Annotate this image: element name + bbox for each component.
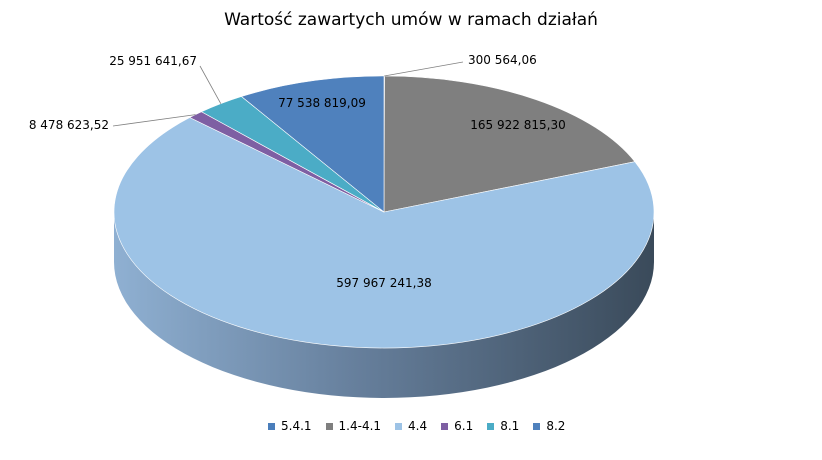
chart-title: Wartość zawartych umów w ramach działań <box>224 10 598 30</box>
legend-label: 1.4-4.1 <box>338 419 382 433</box>
pie-slice-4-4 <box>113 117 655 349</box>
leader-line-6-1 <box>112 114 196 127</box>
legend-label: 6.1 <box>454 419 474 433</box>
data-label-5-4-1: 300 564,06 <box>468 53 537 67</box>
pie-side <box>114 212 654 398</box>
data-label-1-4-4-1: 165 922 815,30 <box>470 118 565 132</box>
legend-swatch <box>395 422 403 430</box>
pie-slice-8-2 <box>240 75 385 213</box>
legend-label: 5.4.1 <box>281 419 312 433</box>
legend-item-4-4: 4.4 <box>395 419 427 433</box>
legend-item-1-4-4-1: 1.4-4.1 <box>325 419 382 433</box>
legend-item-5-4-1: 5.4.1 <box>268 419 312 433</box>
leader-line-8-1 <box>199 65 222 104</box>
legend-item-8-2: 8.2 <box>533 419 565 433</box>
data-label-6-1: 8 478 623,52 <box>29 118 109 132</box>
legend-swatch <box>268 422 275 430</box>
data-label-4-4: 597 967 241,38 <box>336 276 431 290</box>
data-label-8-1: 25 951 641,67 <box>109 54 197 68</box>
legend-label: 4.4 <box>408 419 428 433</box>
legend-label: 8.2 <box>546 419 566 433</box>
legend-label: 8.1 <box>500 419 520 433</box>
leader-line-5-4-1 <box>384 61 464 77</box>
pie-slice-1-4-4-1 <box>383 75 636 213</box>
legend-swatch <box>533 422 541 430</box>
data-label-8-2: 77 538 819,09 <box>278 96 366 110</box>
pie-side-wall <box>114 212 654 398</box>
legend-swatch <box>325 422 333 430</box>
legend-item-6-1: 6.1 <box>441 419 473 433</box>
legend: 5.4.1 1.4-4.1 4.4 6.1 8.1 8.2 <box>268 419 565 433</box>
legend-item-8-1: 8.1 <box>487 419 519 433</box>
legend-swatch <box>487 422 495 430</box>
legend-swatch <box>441 422 449 430</box>
